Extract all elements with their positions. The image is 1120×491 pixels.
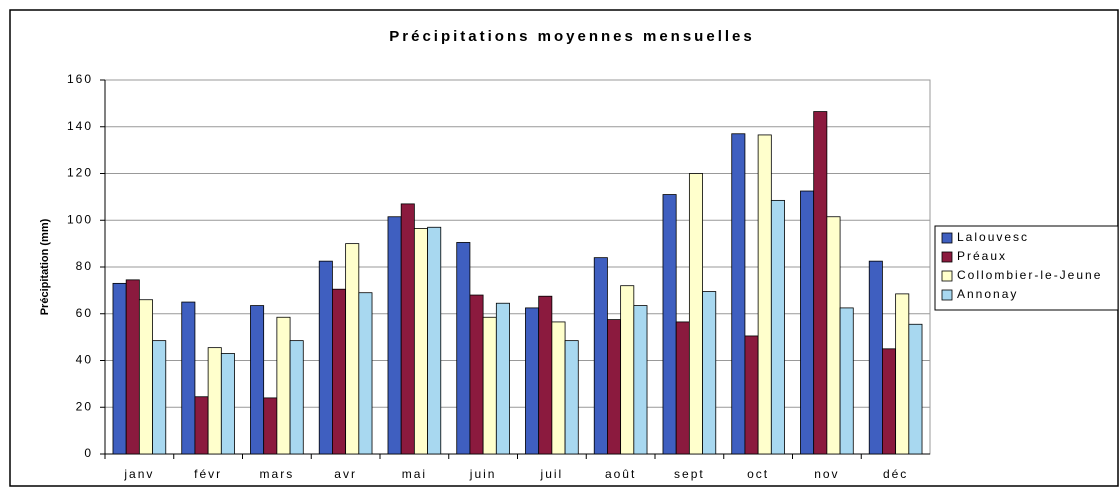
legend-label: Lalouvesc <box>957 230 1029 244</box>
bar <box>800 190 815 455</box>
chart-title: Précipitations moyennes mensuelles <box>389 28 754 45</box>
y-tick-label: 0 <box>84 446 93 460</box>
y-tick-label: 140 <box>67 119 93 133</box>
bar <box>194 396 209 455</box>
bar <box>387 216 402 455</box>
bar <box>882 348 897 455</box>
x-tick-label: juin <box>469 467 497 481</box>
y-tick-label: 120 <box>67 166 93 180</box>
bar <box>207 347 222 455</box>
legend-swatch <box>941 232 953 244</box>
bar <box>125 279 140 455</box>
x-tick-label: nov <box>814 467 839 481</box>
x-tick-label: août <box>605 467 636 481</box>
x-tick-label: févr <box>194 467 222 481</box>
bar <box>220 353 235 455</box>
bar <box>332 288 347 455</box>
bar <box>564 340 579 455</box>
bar <box>112 282 127 455</box>
bar <box>358 292 373 455</box>
y-tick-label: 40 <box>76 353 93 367</box>
x-tick-label: janv <box>123 467 154 481</box>
bar <box>770 199 785 455</box>
legend-swatch <box>941 289 953 301</box>
bar <box>593 257 608 455</box>
bar <box>525 307 540 455</box>
bar <box>551 321 566 455</box>
x-tick-label: sept <box>674 467 705 481</box>
x-tick-label: déc <box>883 467 908 481</box>
x-tick-label: mars <box>260 467 295 481</box>
legend-swatch <box>941 270 953 282</box>
bar <box>538 295 553 455</box>
x-tick-label: oct <box>747 467 769 481</box>
bar <box>469 294 484 455</box>
bar <box>702 291 717 455</box>
bar <box>633 305 648 455</box>
x-tick-label: mai <box>402 467 427 481</box>
bar <box>688 173 703 455</box>
bar <box>318 260 333 455</box>
y-axis-label: Précipitation (mm) <box>39 218 51 315</box>
bar <box>482 316 497 455</box>
x-tick-label: avr <box>334 467 357 481</box>
legend-label: Préaux <box>957 249 1007 263</box>
bar <box>839 307 854 455</box>
bar <box>289 340 304 455</box>
bar <box>276 316 291 455</box>
y-tick-label: 160 <box>67 72 93 86</box>
bar <box>181 301 196 455</box>
bar <box>757 134 772 455</box>
legend-label: Collombier-le-Jeune <box>957 268 1102 282</box>
y-tick-label: 100 <box>67 212 93 226</box>
y-tick-label: 20 <box>76 399 93 413</box>
bar <box>662 194 677 455</box>
y-tick-label: 60 <box>76 306 93 320</box>
bar <box>675 321 690 455</box>
bar <box>456 242 471 455</box>
legend-label: Annonay <box>957 287 1018 301</box>
bar <box>868 260 883 455</box>
bar <box>826 216 841 455</box>
x-tick-label: juil <box>540 467 564 481</box>
bar <box>250 305 265 455</box>
bar <box>400 203 415 455</box>
bar <box>413 228 428 455</box>
bar <box>731 133 746 455</box>
bar <box>495 302 510 455</box>
bar <box>744 335 759 455</box>
bar <box>152 340 167 455</box>
bar <box>607 319 622 455</box>
bar <box>427 226 442 455</box>
bar <box>813 111 828 455</box>
bar <box>138 299 153 455</box>
legend-box <box>934 225 1119 311</box>
bar <box>345 243 360 455</box>
legend-swatch <box>941 251 953 263</box>
bar <box>895 293 910 455</box>
bar <box>620 285 635 455</box>
bar <box>908 323 923 455</box>
y-tick-label: 80 <box>76 259 93 273</box>
bar <box>263 397 278 455</box>
